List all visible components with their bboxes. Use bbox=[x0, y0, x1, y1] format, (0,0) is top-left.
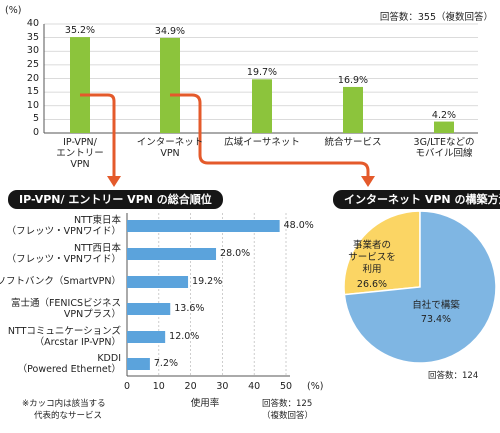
x-tick-label: 50 bbox=[279, 381, 293, 392]
hbar-x-unit: (%) bbox=[307, 381, 324, 392]
top-note: 回答数：355（複数回答） bbox=[379, 12, 493, 23]
hbar-5 bbox=[127, 358, 150, 370]
x-tick-label: 30 bbox=[216, 381, 229, 392]
x-tick-label: 10 bbox=[152, 381, 165, 392]
hbar-value-label: 19.2% bbox=[192, 276, 223, 287]
hbar-note-line-2: （複数回答） bbox=[262, 411, 314, 421]
bar-1 bbox=[160, 37, 180, 133]
bar-4 bbox=[434, 121, 454, 133]
connector-arrowhead-2 bbox=[361, 176, 375, 187]
hbar-4 bbox=[127, 331, 166, 343]
bar-value-label: 19.7% bbox=[246, 67, 278, 79]
y-tick-label: 10 bbox=[26, 99, 39, 111]
hbar-value-label: 12.0% bbox=[169, 331, 200, 342]
hbar-category-label: NTTコミュニケーションズ （Arcstar IP-VPN） bbox=[7, 326, 121, 348]
hbar-value-label: 13.6% bbox=[174, 303, 205, 314]
pie-note: 回答数：124 bbox=[428, 371, 479, 381]
bar-2 bbox=[252, 79, 272, 133]
hbar-value-label: 28.0% bbox=[220, 248, 251, 259]
top-y-unit: (%) bbox=[5, 5, 22, 16]
bar-value-label: 4.2% bbox=[431, 109, 457, 121]
y-tick-label: 30 bbox=[26, 45, 39, 57]
y-tick-label: 20 bbox=[26, 72, 39, 84]
footnote-line-1: ※カッコ内は該当する bbox=[22, 399, 106, 409]
pie-title: インターネット VPN の構築方法 bbox=[333, 190, 500, 209]
y-tick-label: 40 bbox=[26, 18, 39, 29]
hbar-category-label: KDDI （Powered Ethernet） bbox=[17, 353, 121, 375]
x-category-label: IP-VPN/エントリー VPN bbox=[56, 137, 104, 170]
y-tick-label: 15 bbox=[26, 86, 39, 98]
hbar-2 bbox=[127, 276, 189, 288]
hbar-category-label: 富士通（FENICSビジネス VPNプラス） bbox=[10, 298, 121, 320]
hbar-1 bbox=[127, 248, 217, 260]
hbar-category-label: ソフトバンク（SmartVPN） bbox=[0, 276, 121, 287]
bar-value-label: 34.9% bbox=[154, 25, 186, 37]
hbar-value-label: 48.0% bbox=[283, 220, 314, 231]
x-tick-label: 0 bbox=[123, 381, 131, 392]
y-tick-label: 35 bbox=[26, 31, 39, 43]
y-tick-label: 0 bbox=[32, 127, 39, 138]
x-category-label: 統合サービス bbox=[324, 137, 382, 148]
hbar-category-label: NTT西日本 （フレッツ・VPNワイド） bbox=[6, 243, 121, 265]
hbar-value-label: 7.2% bbox=[153, 358, 179, 369]
x-category-label: インターネット VPN bbox=[136, 137, 204, 159]
connector-arrow-1 bbox=[80, 93, 116, 178]
pie-slice-label: 事業者の サービスを 利用 bbox=[348, 240, 396, 275]
pie-slice-0 bbox=[343, 210, 497, 364]
hbar-category-label: NTT東日本 （フレッツ・VPNワイド） bbox=[6, 215, 121, 237]
hbar-note-line-1: 回答数：125 bbox=[262, 399, 313, 409]
connector-arrow-2 bbox=[170, 93, 370, 178]
bar-3 bbox=[343, 86, 363, 133]
x-tick-label: 20 bbox=[184, 381, 197, 392]
x-tick-label: 40 bbox=[248, 381, 261, 392]
footnote-line-2: 代表的なサービス bbox=[34, 411, 103, 421]
hbar-0 bbox=[127, 220, 280, 232]
y-tick-label: 25 bbox=[26, 58, 39, 70]
pie-slice-value-label: 26.6% bbox=[356, 279, 388, 290]
pie-slice-value-label: 73.4% bbox=[420, 314, 452, 325]
hbar-x-label: 使用率 bbox=[190, 398, 220, 409]
bar-value-label: 35.2% bbox=[64, 25, 96, 37]
bar-ranking-title: IP-VPN/ エントリー VPN の総合順位 bbox=[8, 190, 223, 209]
x-category-label: 3G/LTEなどの モバイル回線 bbox=[413, 137, 475, 159]
x-category-label: 広域イーサネット bbox=[224, 137, 300, 148]
y-tick-label: 5 bbox=[32, 113, 39, 125]
hbar-3 bbox=[127, 303, 171, 315]
bar-0 bbox=[70, 37, 90, 133]
pie-slice-label: 自社で構築 bbox=[412, 300, 460, 311]
bar-value-label: 16.9% bbox=[337, 74, 369, 86]
pie-slice-1 bbox=[343, 210, 421, 296]
connector-arrowhead-1 bbox=[107, 176, 121, 187]
